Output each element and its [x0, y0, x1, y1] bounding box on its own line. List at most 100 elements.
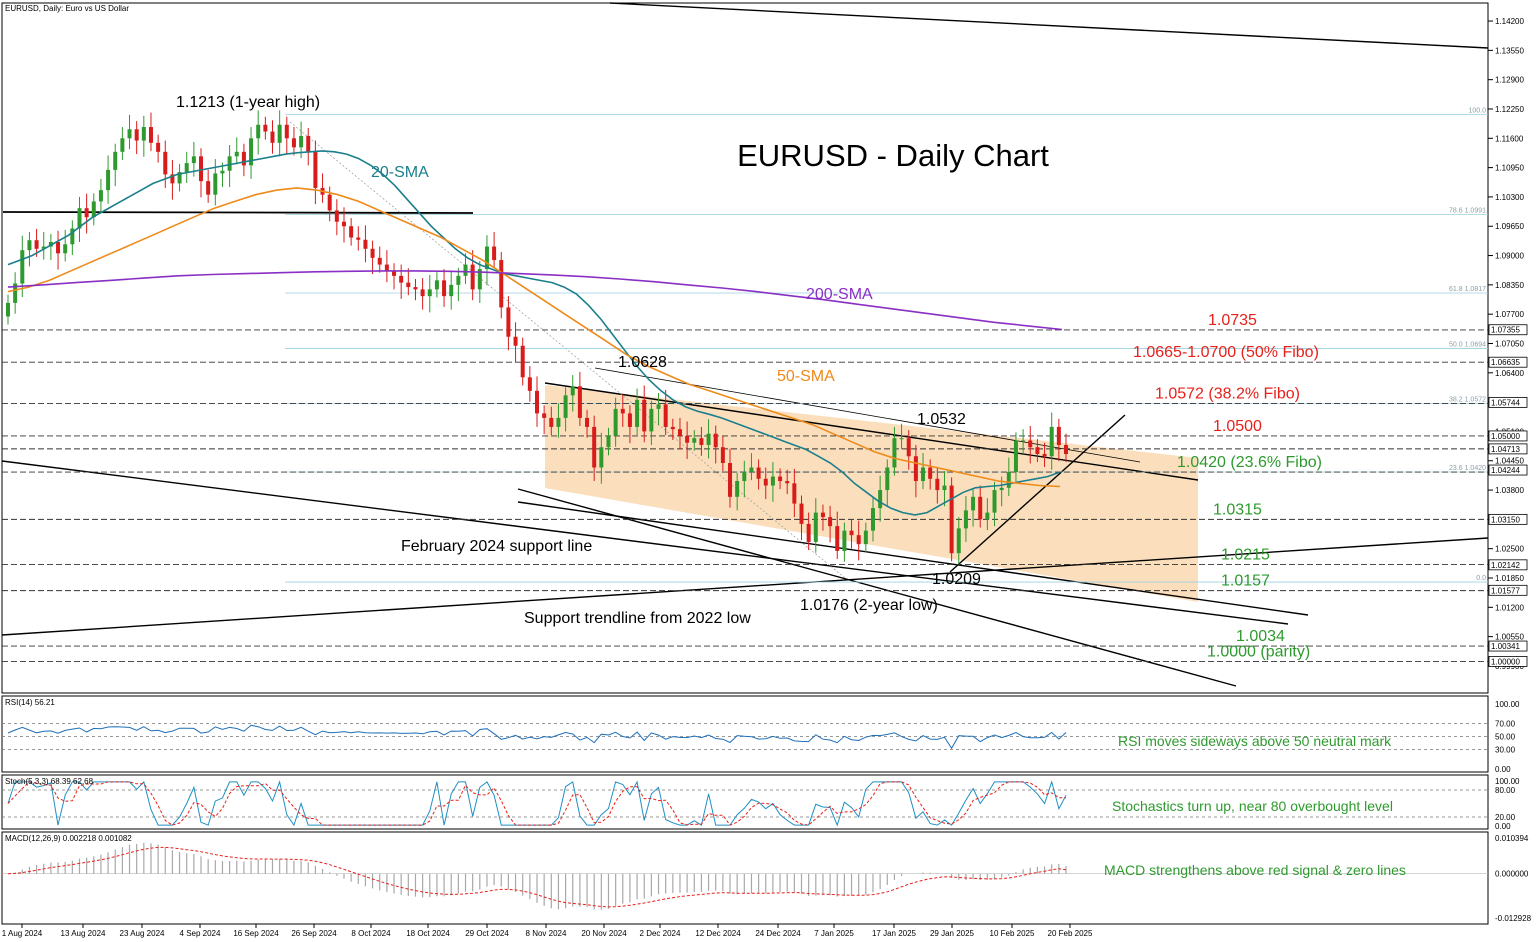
- candle-body: [1028, 440, 1033, 448]
- candle-body: [620, 408, 625, 414]
- candle-body: [442, 280, 447, 297]
- candle-body: [963, 510, 968, 529]
- price-tag-box: [1488, 584, 1528, 596]
- level-label: 1.0157: [1221, 573, 1270, 590]
- candle-body: [249, 138, 254, 166]
- time-axis: 1 Aug 2024 13 Aug 2024 23 Aug 2024 4 Sep 20…: [2, 924, 1093, 938]
- level-label: 1.0420 (23.6% Fibo): [1177, 454, 1322, 471]
- candle-body: [199, 156, 204, 182]
- price-tag-box: [1488, 324, 1528, 336]
- rsi-tick-label: 30.00: [1495, 746, 1516, 755]
- candle-body: [134, 129, 139, 141]
- y-tick-label: 1.03800: [1495, 486, 1524, 495]
- level-label: 1.0215: [1221, 546, 1270, 563]
- candle-body: [942, 485, 947, 491]
- candle-body: [685, 435, 690, 443]
- candle-body: [792, 483, 797, 504]
- candle-body: [806, 523, 811, 542]
- candle-body: [570, 386, 575, 396]
- candle-body: [370, 248, 375, 258]
- annotation-2022-trendline: Support trendline from 2022 low: [524, 610, 751, 627]
- candle-body: [556, 417, 561, 427]
- candle-body: [656, 404, 661, 409]
- candle-body: [613, 408, 618, 436]
- candle-body: [949, 485, 954, 554]
- annotation-20sma: 20-SMA: [371, 164, 429, 181]
- y-tick-label: 1.14200: [1495, 17, 1524, 26]
- candle-body: [956, 528, 961, 554]
- x-tick-label: 18 Oct 2024: [406, 929, 450, 938]
- candle-body: [434, 280, 439, 290]
- price-tag-label: 1.03150: [1491, 515, 1520, 524]
- candle-body: [878, 490, 883, 509]
- y-tick-label: 1.04450: [1495, 457, 1524, 466]
- candle-body: [392, 271, 397, 276]
- candle-body: [177, 172, 182, 184]
- level-label: 1.0665-1.0700 (50% Fibo): [1133, 344, 1319, 361]
- top-long-trendline: [609, 2, 1489, 49]
- candle-body: [1035, 447, 1040, 454]
- candle-body: [542, 413, 547, 418]
- candle-body: [849, 530, 854, 536]
- candle-body: [241, 151, 246, 166]
- candle-body: [835, 526, 840, 551]
- candle-body: [706, 433, 711, 445]
- annotation-1-0209: 1.0209: [932, 571, 981, 588]
- candle-body: [56, 242, 61, 254]
- stoch-tick-label: 100.00: [1495, 777, 1520, 786]
- level-label: 1.0034: [1236, 628, 1285, 645]
- candle-body: [477, 269, 482, 290]
- sma50-line: [7, 187, 1061, 488]
- macd-header: MACD(12,26,9) 0.002218 0.001082: [5, 834, 132, 843]
- candle-body: [334, 210, 339, 222]
- annotation-50sma: 50-SMA: [777, 368, 835, 385]
- candle-body: [870, 508, 875, 531]
- candle-body: [299, 136, 304, 148]
- candle-body: [978, 496, 983, 520]
- candle-body: [63, 244, 68, 254]
- macd-signal-line: [7, 846, 1067, 908]
- level-label: 1.0500: [1213, 418, 1262, 435]
- candle-body: [127, 129, 132, 139]
- candle-body: [306, 136, 311, 152]
- candle-body: [284, 124, 289, 139]
- candle-body: [999, 487, 1004, 491]
- y-tick-label: 1.10950: [1495, 164, 1524, 173]
- chart-annotations: 1.1213 (1-year high) 1.0628 1.0532 1.020…: [176, 94, 981, 627]
- candle-body: [291, 138, 296, 148]
- candle-body: [70, 228, 75, 245]
- candle-body: [820, 512, 825, 518]
- y-tick-label: 1.11600: [1495, 134, 1524, 143]
- candle-body: [41, 246, 46, 249]
- macd-tick-label: -0.012928: [1495, 914, 1532, 923]
- candle-body: [427, 289, 432, 297]
- fibo-label: 50.0 1.0694: [1449, 341, 1486, 348]
- candle-body: [663, 404, 668, 427]
- stoch-panel: [1, 774, 1489, 830]
- fibo-label: 0.0: [1476, 575, 1486, 582]
- price-tag-box: [1488, 656, 1528, 667]
- candle-body: [1042, 453, 1047, 457]
- x-tick-label: 23 Aug 2024: [120, 929, 165, 938]
- macd-tick-label: 0.000000: [1495, 870, 1529, 879]
- price-tag-box: [1488, 559, 1528, 571]
- chart-title: EURUSD - Daily Chart: [737, 138, 1049, 173]
- y-tick-label: 1.01850: [1495, 574, 1524, 583]
- candle-body: [892, 438, 897, 468]
- annotation-1-0532: 1.0532: [917, 411, 966, 428]
- candle-body: [692, 438, 697, 443]
- macd-tick-label: 0.010394: [1495, 834, 1529, 843]
- macd-note: MACD strengthens above red signal & zero…: [1104, 862, 1406, 878]
- candle-body: [749, 467, 754, 473]
- channel-upper-line: [544, 382, 1199, 481]
- candle-body: [34, 240, 39, 249]
- stoch-header: Stoch(5,3,3) 68.39 62.68: [5, 777, 94, 786]
- candle-body: [813, 512, 818, 542]
- candle-body: [277, 124, 282, 143]
- y-tick-label: 1.09650: [1495, 222, 1524, 231]
- x-tick-label: 26 Sep 2024: [291, 929, 337, 938]
- candle-body: [1006, 472, 1011, 488]
- candle-body: [642, 399, 647, 432]
- candle-body: [1049, 426, 1054, 457]
